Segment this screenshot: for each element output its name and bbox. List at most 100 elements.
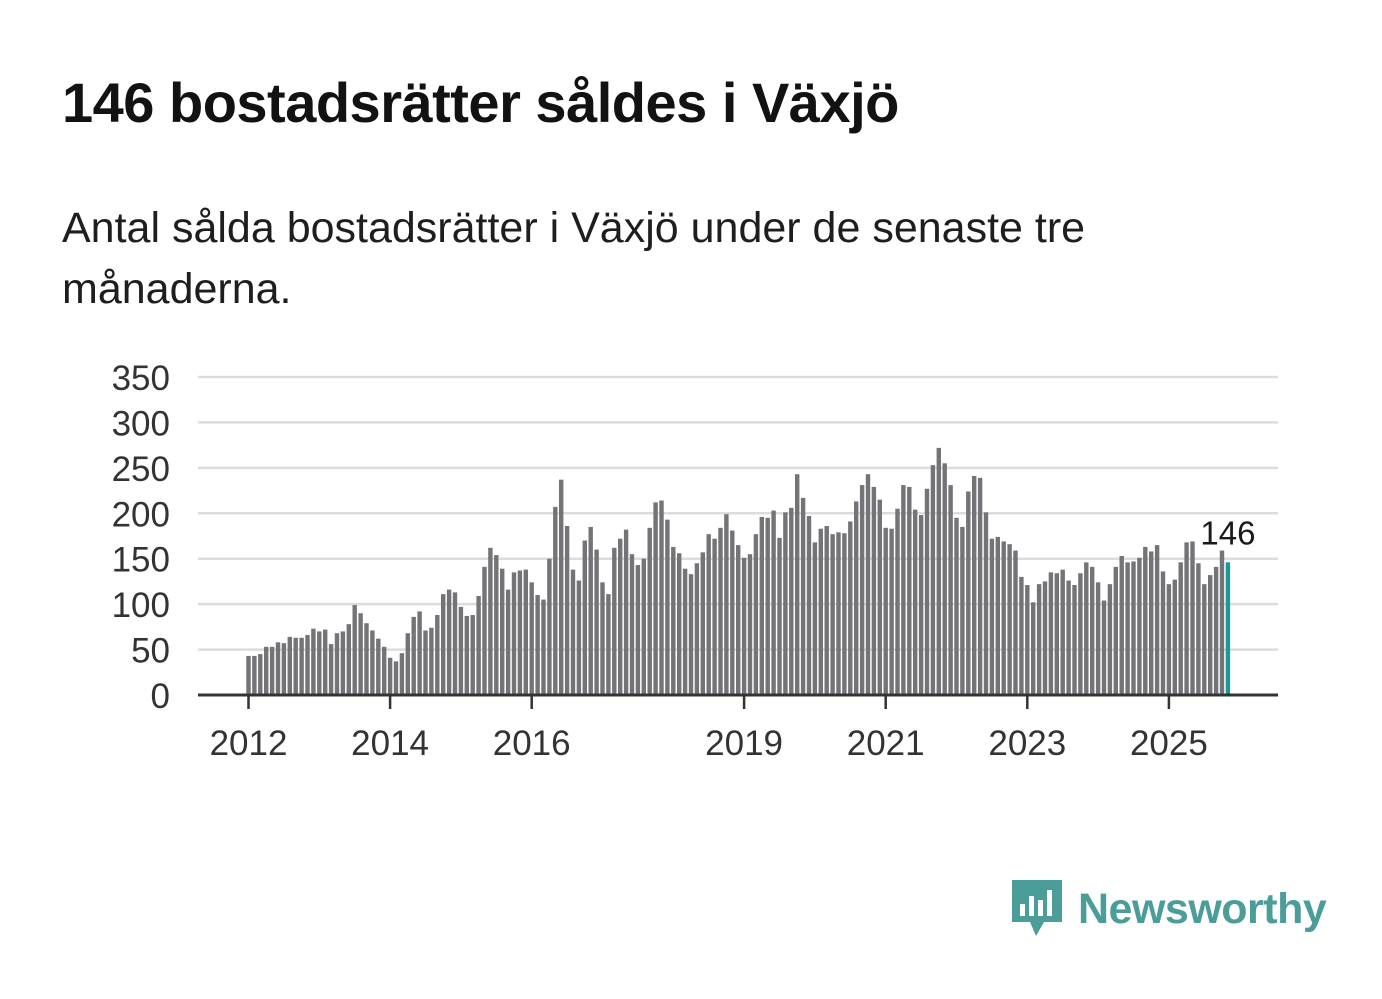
- bar: [954, 517, 959, 695]
- bar: [771, 510, 776, 695]
- chart-subtitle: Antal sålda bostadsrätter i Växjö under …: [62, 204, 1086, 313]
- bar: [824, 526, 829, 695]
- bar: [246, 655, 251, 695]
- bar: [901, 485, 906, 695]
- bar: [854, 501, 859, 695]
- bar: [1160, 571, 1166, 695]
- bar: [1072, 585, 1077, 695]
- y-tick-label: 100: [112, 586, 170, 625]
- bar: [995, 536, 1000, 695]
- bar: [287, 636, 292, 695]
- bar: [1013, 550, 1018, 695]
- bar: [913, 509, 918, 695]
- bar: [576, 580, 582, 695]
- bar: [328, 644, 334, 695]
- bar: [1149, 551, 1154, 695]
- bar: [924, 488, 930, 695]
- y-tick-label: 200: [112, 495, 170, 534]
- y-tick-label: 300: [112, 404, 170, 443]
- bar: [500, 568, 505, 695]
- bar: [352, 605, 357, 695]
- bar: [423, 630, 428, 695]
- bar: [269, 646, 275, 695]
- bar: [989, 538, 995, 695]
- bar: [1172, 579, 1177, 695]
- bar: [948, 485, 953, 695]
- brand-name: Newsworthy: [1078, 884, 1327, 933]
- bar: [1060, 569, 1065, 695]
- bar: [446, 589, 452, 695]
- bar: [1095, 582, 1101, 695]
- x-tick-label: 2016: [493, 724, 571, 763]
- bar: [977, 477, 983, 695]
- newsworthy-logo-icon: [1012, 880, 1062, 936]
- bar: [789, 507, 794, 695]
- bar: [812, 542, 818, 695]
- y-tick-label: 150: [112, 541, 170, 580]
- bar: [275, 642, 281, 695]
- bar-chart: 0 50 100 150 200 250 300 350 2012 2014 2016 2019 202…: [112, 359, 1278, 763]
- bar: [629, 554, 635, 695]
- bar: [452, 592, 458, 695]
- bar: [547, 558, 552, 695]
- bar: [1113, 566, 1118, 695]
- bar: [1042, 581, 1048, 695]
- bar: [753, 534, 759, 695]
- bar: [777, 537, 782, 695]
- chart-title: 146 bostadsrätter såldes i Växjö: [62, 71, 899, 134]
- bar: [842, 533, 847, 695]
- bar: [494, 555, 499, 695]
- highlight-data-label: 146: [1200, 514, 1255, 551]
- bar: [1154, 545, 1160, 695]
- bar: [411, 616, 416, 695]
- bar: [859, 485, 865, 695]
- bar: [877, 499, 882, 695]
- bar: [848, 521, 853, 695]
- y-tick-label: 50: [131, 632, 170, 671]
- bar: [1184, 542, 1189, 695]
- bar: [476, 595, 481, 695]
- bar: [511, 572, 517, 695]
- bar: [299, 637, 304, 695]
- bar: [741, 557, 747, 695]
- bar: [682, 568, 688, 695]
- bar: [635, 565, 641, 695]
- bar: [399, 653, 405, 695]
- bar: [458, 606, 464, 695]
- bar: [706, 534, 711, 695]
- bar: [570, 569, 576, 695]
- bar: [889, 528, 894, 695]
- bar: [1001, 541, 1006, 695]
- bar: [759, 516, 764, 695]
- bar: [677, 553, 682, 695]
- bar: [718, 527, 723, 695]
- bar: [606, 594, 611, 695]
- bar: [1036, 584, 1042, 695]
- bar: [765, 517, 770, 695]
- bar: [730, 530, 735, 695]
- bar: [688, 574, 694, 695]
- bar: [317, 631, 322, 695]
- bar: [1190, 541, 1195, 695]
- bar: [960, 526, 965, 695]
- bar: [918, 515, 924, 695]
- bar: [1101, 600, 1107, 695]
- bar: [594, 549, 599, 695]
- bar: [393, 661, 399, 695]
- bar: [1196, 563, 1201, 695]
- bar: [553, 506, 558, 695]
- bar: [830, 534, 835, 695]
- x-tick-label: 2023: [988, 724, 1066, 763]
- bar: [429, 627, 434, 695]
- bar: [818, 528, 823, 695]
- bar: [1131, 561, 1136, 695]
- x-tick-label: 2025: [1130, 724, 1208, 763]
- bar: [747, 554, 753, 695]
- bar: [311, 628, 316, 695]
- bar: [653, 502, 658, 695]
- x-tick-label: 2021: [847, 724, 925, 763]
- y-tick-label: 350: [112, 359, 170, 398]
- bar: [671, 546, 676, 695]
- bar: [1143, 546, 1148, 695]
- bar: [482, 566, 487, 695]
